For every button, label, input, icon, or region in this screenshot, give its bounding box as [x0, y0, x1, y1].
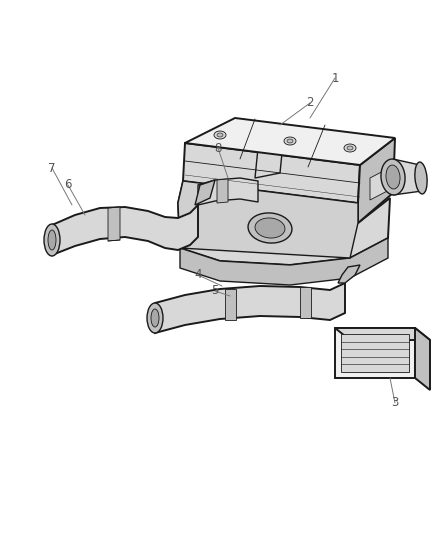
- Polygon shape: [335, 328, 415, 378]
- Text: 3: 3: [391, 397, 399, 409]
- FancyBboxPatch shape: [341, 334, 409, 372]
- Polygon shape: [155, 283, 345, 333]
- Ellipse shape: [214, 131, 226, 139]
- Ellipse shape: [48, 230, 56, 250]
- Ellipse shape: [147, 303, 163, 333]
- Polygon shape: [108, 207, 120, 241]
- Polygon shape: [178, 181, 390, 265]
- Text: 5: 5: [211, 285, 219, 297]
- Polygon shape: [195, 180, 215, 205]
- Polygon shape: [358, 138, 395, 223]
- Polygon shape: [183, 143, 360, 203]
- Polygon shape: [225, 289, 236, 320]
- Ellipse shape: [347, 146, 353, 150]
- Text: 2: 2: [306, 96, 314, 109]
- Text: 4: 4: [194, 269, 202, 281]
- Polygon shape: [370, 166, 393, 200]
- Ellipse shape: [255, 218, 285, 238]
- Polygon shape: [255, 143, 283, 178]
- Ellipse shape: [287, 139, 293, 143]
- Ellipse shape: [217, 133, 223, 137]
- Ellipse shape: [284, 137, 296, 145]
- Ellipse shape: [248, 213, 292, 243]
- Text: 8: 8: [214, 141, 222, 155]
- Text: 7: 7: [48, 161, 56, 174]
- Polygon shape: [300, 287, 311, 318]
- Text: 6: 6: [64, 179, 72, 191]
- Ellipse shape: [415, 162, 427, 194]
- Polygon shape: [185, 118, 395, 165]
- Polygon shape: [415, 328, 430, 390]
- Ellipse shape: [151, 309, 159, 327]
- Polygon shape: [335, 328, 430, 340]
- Polygon shape: [393, 159, 422, 195]
- Ellipse shape: [44, 224, 60, 256]
- Polygon shape: [52, 205, 198, 255]
- Polygon shape: [180, 238, 388, 285]
- Polygon shape: [178, 181, 358, 258]
- Polygon shape: [198, 178, 258, 205]
- Ellipse shape: [344, 144, 356, 152]
- Ellipse shape: [386, 165, 400, 189]
- Polygon shape: [338, 265, 360, 283]
- Polygon shape: [217, 179, 228, 203]
- Text: 1: 1: [331, 71, 339, 85]
- Ellipse shape: [381, 159, 405, 195]
